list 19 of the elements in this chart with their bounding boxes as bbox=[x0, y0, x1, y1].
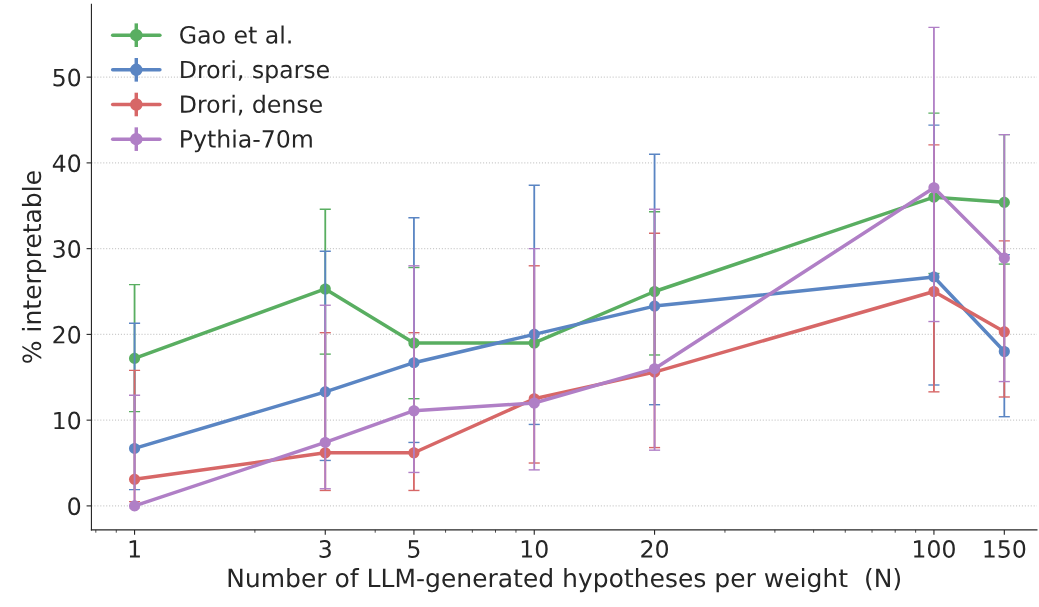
x-tick-label: 150 bbox=[984, 540, 1026, 558]
y-tick-label: 20 bbox=[53, 325, 81, 344]
x-tick-label: 100 bbox=[913, 540, 955, 558]
x-tick-label: 20 bbox=[641, 540, 669, 558]
y-tick-label: 30 bbox=[53, 240, 81, 258]
legend-label: Pythia-70m bbox=[181, 129, 312, 153]
x-axis-title: Number of LLM-generated hypotheses per weight (N) bbox=[228, 568, 901, 593]
y-tick-label: 40 bbox=[52, 154, 81, 173]
x-tick-label: 1 bbox=[129, 540, 140, 558]
y-tick-label: 10 bbox=[54, 411, 81, 430]
x-tick-label: 5 bbox=[408, 540, 420, 558]
x-tick-label: 10 bbox=[521, 540, 548, 558]
y-tick-label: 0 bbox=[68, 497, 81, 516]
legend-label: Drori, dense bbox=[181, 94, 322, 116]
y-axis-title: % interpretable bbox=[21, 171, 47, 363]
y-tick-label: 50 bbox=[53, 68, 81, 87]
legend-label: Drori, sparse bbox=[181, 60, 329, 84]
legend-label: Gao et al. bbox=[180, 25, 291, 44]
x-tick-label: 3 bbox=[319, 540, 331, 558]
